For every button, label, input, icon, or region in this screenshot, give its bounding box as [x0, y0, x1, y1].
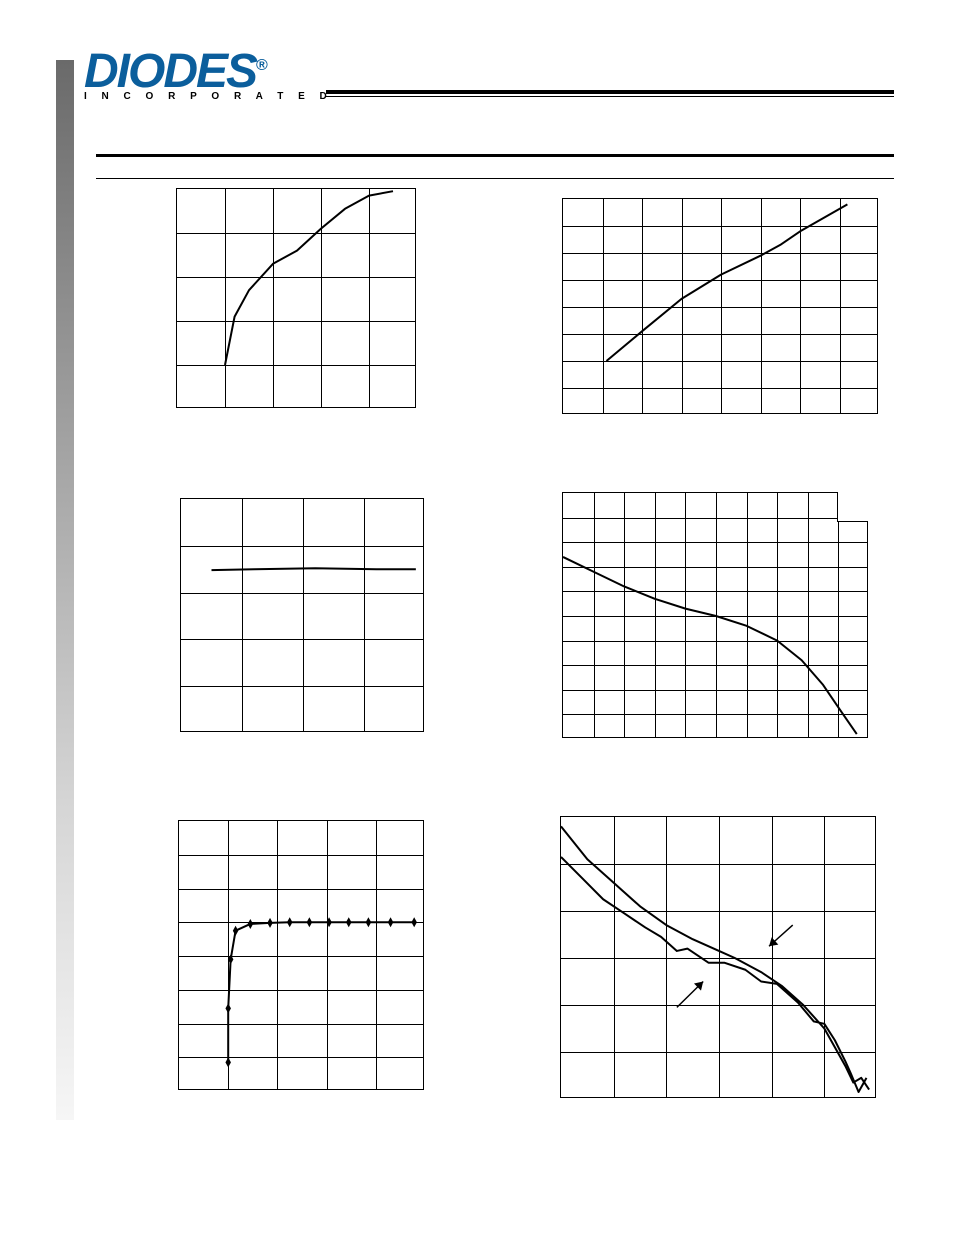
side-gradient — [56, 60, 74, 1120]
chart-1 — [176, 188, 416, 408]
chart-3 — [180, 498, 424, 732]
brand-logo: DIODES® I N C O R P O R A T E D — [84, 50, 333, 102]
section-rule-thin — [96, 178, 894, 179]
chart-5 — [178, 820, 424, 1090]
chart-4 — [562, 492, 868, 738]
brand-subtitle: I N C O R P O R A T E D — [84, 91, 333, 102]
registered-mark: ® — [256, 57, 266, 74]
brand-name: DIODES — [84, 45, 256, 98]
header-rule-thick — [326, 90, 894, 94]
chart-2 — [562, 198, 878, 414]
section-rule-thick — [96, 154, 894, 157]
chart-6 — [560, 816, 876, 1098]
header-rule-thin — [326, 96, 894, 97]
